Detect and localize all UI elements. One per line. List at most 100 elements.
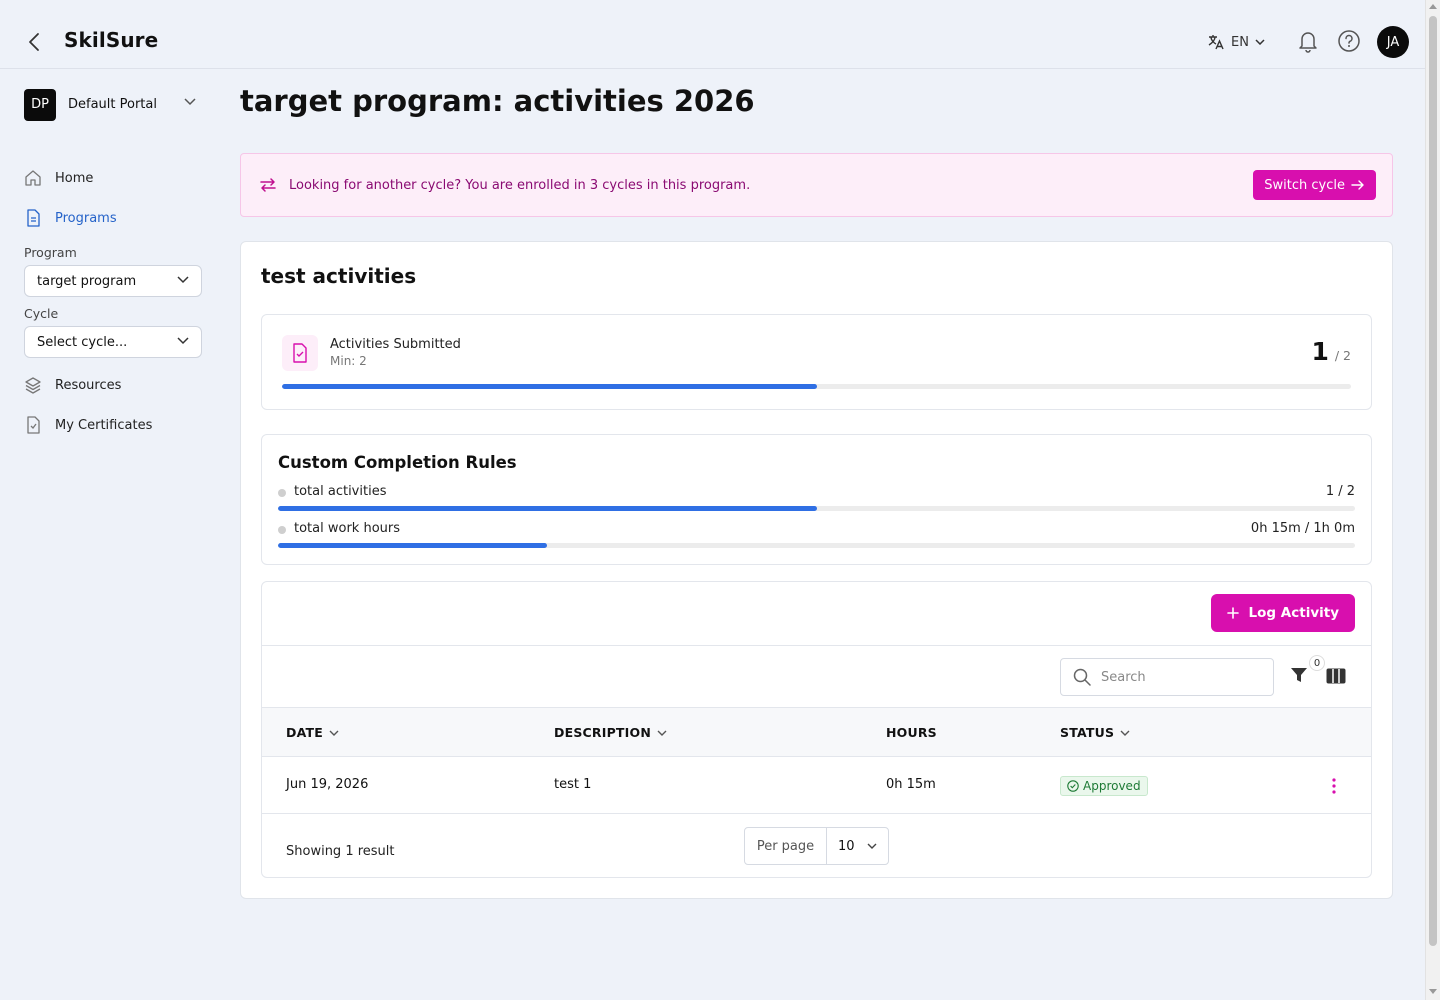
rule-progress-fill: [278, 506, 817, 511]
page-title: target program: activities 2026: [240, 84, 755, 118]
portal-switcher[interactable]: DP Default Portal: [24, 88, 200, 121]
bell-icon: [1299, 32, 1317, 53]
rule-status-dot: [278, 489, 286, 497]
certificate-icon: [24, 416, 42, 434]
switch-cycle-label: Switch cycle: [1264, 177, 1345, 193]
activities-table-section: Log Activity 0 DATE DESCRIPTION: [261, 581, 1372, 878]
rule-progress-bar: [278, 543, 1355, 548]
sidebar-item-label: My Certificates: [55, 417, 153, 433]
program-select-value: target program: [37, 273, 137, 289]
per-page-select[interactable]: 10: [827, 839, 888, 854]
chevron-down-icon: [1255, 39, 1265, 45]
page-scrollbar[interactable]: [1425, 0, 1440, 1000]
metric-count-value: 1: [1311, 337, 1329, 366]
chevron-down-icon: [657, 730, 667, 736]
column-label: HOURS: [886, 725, 937, 740]
cycle-select[interactable]: Select cycle...: [24, 326, 202, 358]
rule-value: 0h 15m / 1h 0m: [1250, 521, 1355, 536]
sidebar-item-resources[interactable]: Resources: [24, 374, 121, 396]
search-input[interactable]: [1101, 669, 1251, 685]
cell-description: test 1: [554, 777, 592, 792]
language-selector[interactable]: EN: [1207, 30, 1265, 54]
metric-count: 1 / 2: [1311, 337, 1351, 366]
per-page-selector: Per page 10: [744, 827, 889, 865]
scrollbar-thumb[interactable]: [1429, 16, 1437, 946]
per-page-value: 10: [838, 838, 855, 854]
chevron-down-icon: [184, 98, 196, 106]
activities-submitted-metric: Activities Submitted Min: 2 1 / 2: [261, 314, 1372, 410]
check-circle-icon: [1067, 780, 1079, 792]
language-label: EN: [1231, 34, 1249, 50]
search-box[interactable]: [1060, 658, 1274, 696]
chevron-down-icon: [329, 730, 339, 736]
sidebar-item-home[interactable]: Home: [24, 167, 93, 189]
switch-cycle-button[interactable]: Switch cycle: [1253, 170, 1376, 200]
top-bar: SkilSure EN JA: [0, 0, 1425, 69]
filter-button[interactable]: [1290, 666, 1308, 688]
column-label: DATE: [286, 725, 323, 740]
filter-icon: [1291, 668, 1307, 682]
columns-icon: [1326, 668, 1346, 684]
column-header-date[interactable]: DATE: [286, 725, 339, 740]
status-label: Approved: [1083, 779, 1141, 793]
per-page-label: Per page: [745, 828, 827, 864]
chevron-down-icon: [177, 276, 189, 284]
rule-progress-fill: [278, 543, 548, 548]
document-icon: [24, 209, 42, 227]
activities-table: 0 DATE DESCRIPTION HOURS STATUS: [262, 645, 1371, 877]
activities-card: test activities Activities Submitted Min…: [240, 241, 1393, 899]
help-button[interactable]: [1337, 29, 1361, 57]
cycle-select-value: Select cycle...: [37, 334, 128, 350]
rule-total-activities: total activities 1 / 2: [278, 484, 1355, 514]
notifications-button[interactable]: [1297, 29, 1319, 57]
sidebar-item-programs[interactable]: Programs: [24, 207, 117, 229]
cycle-label: Cycle: [24, 306, 59, 321]
completion-rules: Custom Completion Rules total activities…: [261, 434, 1372, 565]
metric-minimum: Min: 2: [330, 354, 367, 368]
rule-name: total activities: [294, 484, 387, 499]
plus-icon: [1226, 607, 1239, 619]
app-logo-text: SkilSure: [64, 28, 159, 52]
status-badge: Approved: [1060, 776, 1148, 796]
cell-date: Jun 19, 2026: [286, 777, 369, 792]
cycle-banner: Looking for another cycle? You are enrol…: [240, 153, 1393, 217]
portal-name: Default Portal: [68, 97, 157, 112]
rule-progress-bar: [278, 506, 1355, 511]
layers-icon: [24, 376, 42, 394]
home-icon: [24, 169, 42, 187]
scroll-up-arrow-icon[interactable]: [1429, 4, 1437, 9]
results-count: Showing 1 result: [286, 844, 395, 859]
back-arrow-icon: [29, 33, 39, 51]
rules-title: Custom Completion Rules: [278, 453, 517, 472]
log-activity-label: Log Activity: [1248, 605, 1339, 621]
rule-total-work-hours: total work hours 0h 15m / 1h 0m: [278, 521, 1355, 551]
user-avatar[interactable]: JA: [1377, 26, 1409, 58]
filter-count-badge: 0: [1309, 655, 1325, 671]
rule-name: total work hours: [294, 521, 400, 536]
program-select[interactable]: target program: [24, 265, 202, 297]
sidebar-item-label: Resources: [55, 377, 122, 393]
column-label: DESCRIPTION: [554, 725, 651, 740]
table-row[interactable]: Jun 19, 2026 test 1 0h 15m Approved: [262, 757, 1371, 814]
columns-button[interactable]: [1326, 668, 1346, 688]
chevron-down-icon: [867, 843, 877, 849]
table-header: DATE DESCRIPTION HOURS STATUS: [262, 707, 1371, 757]
log-activity-button[interactable]: Log Activity: [1210, 594, 1355, 632]
metric-count-total: / 2: [1334, 348, 1351, 363]
search-icon: [1073, 668, 1091, 686]
scroll-down-arrow-icon[interactable]: [1429, 989, 1437, 994]
document-check-icon: [282, 335, 318, 371]
chevron-down-icon: [1120, 730, 1130, 736]
program-label: Program: [24, 245, 77, 260]
more-vertical-icon: [1332, 778, 1336, 794]
row-actions-button[interactable]: [1324, 776, 1344, 796]
chevron-down-icon: [177, 337, 189, 345]
sidebar-item-certificates[interactable]: My Certificates: [24, 414, 152, 436]
back-button[interactable]: [22, 28, 46, 56]
column-header-status[interactable]: STATUS: [1060, 725, 1130, 740]
arrow-right-icon: [1351, 180, 1364, 190]
column-header-description[interactable]: DESCRIPTION: [554, 725, 667, 740]
banner-text: Looking for another cycle? You are enrol…: [289, 178, 751, 193]
rule-value: 1 / 2: [1325, 484, 1355, 499]
portal-badge: DP: [24, 88, 56, 121]
